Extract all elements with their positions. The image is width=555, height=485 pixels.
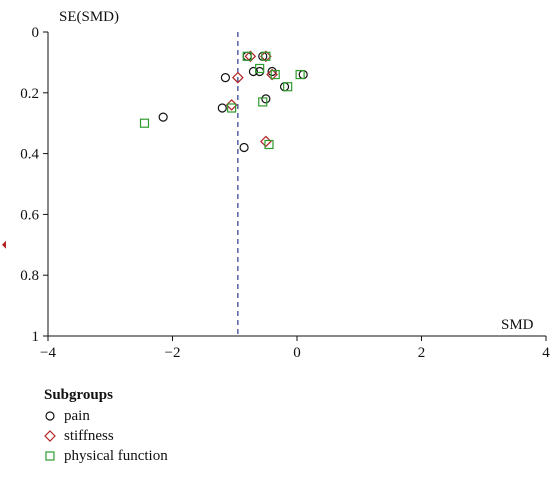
legend-diamond-icon [44,430,56,442]
point-stiffness [225,99,238,111]
legend-title: Subgroups [44,387,113,403]
legend-label-physical-function: physical function [64,448,168,464]
y-axis-label: SE(SMD) [59,9,119,25]
x-axis-label: SMD [501,317,534,333]
y-tick-label: 0.4 [20,147,39,163]
x-tick-label: 4 [542,345,550,361]
y-tick-label: 0.2 [20,86,39,102]
legend-item-pain: pain [44,406,168,426]
point-pain [258,51,268,61]
point-pain [217,103,227,113]
point-physical-function [242,51,252,61]
x-tick-label: 0 [293,345,301,361]
point-pain [279,82,290,92]
x-tick-label: 2 [418,345,426,361]
point-physical-function [283,82,293,92]
point-stiffness [232,71,244,84]
legend-circle-icon [45,411,55,421]
point-pain [158,112,168,122]
legend: Subgroups pain stiffness physical functi… [44,387,168,466]
point-stiffness [266,68,278,81]
point-pain [239,142,249,153]
point-physical-function [295,69,305,80]
legend-item-stiffness: stiffness [44,426,168,446]
point-physical-function [258,97,268,107]
x-tick-label: −2 [165,345,181,361]
point-pain [267,66,277,77]
point-pain [248,66,259,77]
y-tick-label: 0.8 [20,268,39,284]
point-pain [242,51,252,61]
y-tick-label: 1 [32,329,40,345]
point-physical-function [139,118,150,128]
point-physical-function [264,139,274,150]
off-axis-marker [2,240,6,249]
x-tick-label: −4 [40,345,56,361]
point-physical-function [255,63,265,74]
point-stiffness [244,50,257,63]
point-pain [220,72,231,83]
point-physical-function [227,103,237,113]
y-tick-label: 0 [32,25,40,41]
y-tick-label: 0.6 [20,207,39,223]
point-stiffness [260,135,272,148]
funnel-plot: SE(SMD) SMD 0 0.2 0.4 0.6 0.8 1 −4 −2 0 2 4 [2,9,550,361]
point-physical-function [270,69,280,80]
legend-item-physical-function: physical function [44,446,168,466]
point-pain [261,94,271,104]
legend-square-icon [45,451,55,461]
point-physical-function [261,51,271,61]
point-pain [298,69,308,80]
point-stiffness [260,50,272,63]
legend-label-stiffness: stiffness [64,428,114,444]
legend-label-pain: pain [64,408,90,424]
